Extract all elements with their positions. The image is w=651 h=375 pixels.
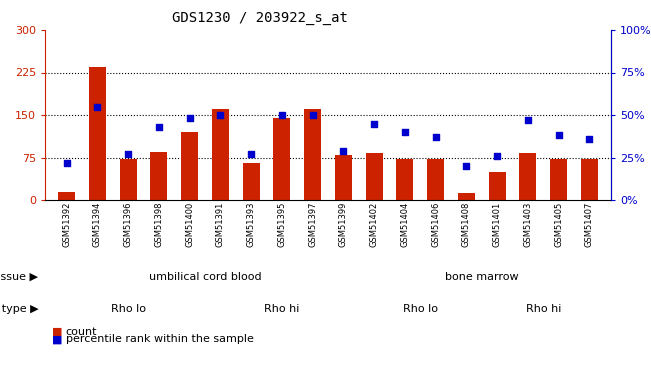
- Bar: [366, 153, 383, 200]
- Bar: [335, 154, 352, 200]
- Point: [61, 160, 72, 166]
- Bar: [150, 152, 167, 200]
- Text: GDS1230 / 203922_s_at: GDS1230 / 203922_s_at: [173, 11, 348, 25]
- Text: bone marrow: bone marrow: [445, 272, 519, 282]
- Bar: [396, 159, 413, 200]
- Bar: [58, 192, 75, 200]
- Bar: [89, 67, 105, 200]
- Bar: [550, 159, 567, 200]
- Point: [92, 104, 102, 110]
- Bar: [120, 159, 137, 200]
- Bar: [181, 132, 198, 200]
- Point: [184, 116, 195, 122]
- Text: Rho hi: Rho hi: [525, 304, 561, 314]
- Bar: [212, 110, 229, 200]
- Point: [584, 136, 594, 142]
- Text: ■: ■: [51, 334, 62, 344]
- Point: [461, 163, 471, 169]
- Point: [215, 112, 225, 118]
- Point: [369, 120, 380, 126]
- Bar: [519, 153, 536, 200]
- Bar: [243, 163, 260, 200]
- Point: [123, 151, 133, 157]
- Bar: [427, 159, 444, 200]
- Point: [430, 134, 441, 140]
- Bar: [458, 193, 475, 200]
- Point: [400, 129, 410, 135]
- Text: Rho lo: Rho lo: [403, 304, 437, 314]
- Text: count: count: [66, 327, 98, 337]
- Text: Rho hi: Rho hi: [264, 304, 299, 314]
- Bar: [304, 110, 321, 200]
- Point: [338, 148, 348, 154]
- Bar: [489, 172, 506, 200]
- Bar: [273, 118, 290, 200]
- Bar: [581, 159, 598, 200]
- Point: [277, 112, 287, 118]
- Point: [553, 132, 564, 138]
- Text: ■: ■: [51, 327, 62, 337]
- Point: [523, 117, 533, 123]
- Text: Rho lo: Rho lo: [111, 304, 146, 314]
- Text: tissue ▶: tissue ▶: [0, 272, 38, 282]
- Point: [307, 112, 318, 118]
- Text: umbilical cord blood: umbilical cord blood: [148, 272, 261, 282]
- Point: [246, 151, 256, 157]
- Point: [154, 124, 164, 130]
- Text: cell type ▶: cell type ▶: [0, 304, 38, 314]
- Point: [492, 153, 503, 159]
- Text: percentile rank within the sample: percentile rank within the sample: [66, 334, 254, 344]
